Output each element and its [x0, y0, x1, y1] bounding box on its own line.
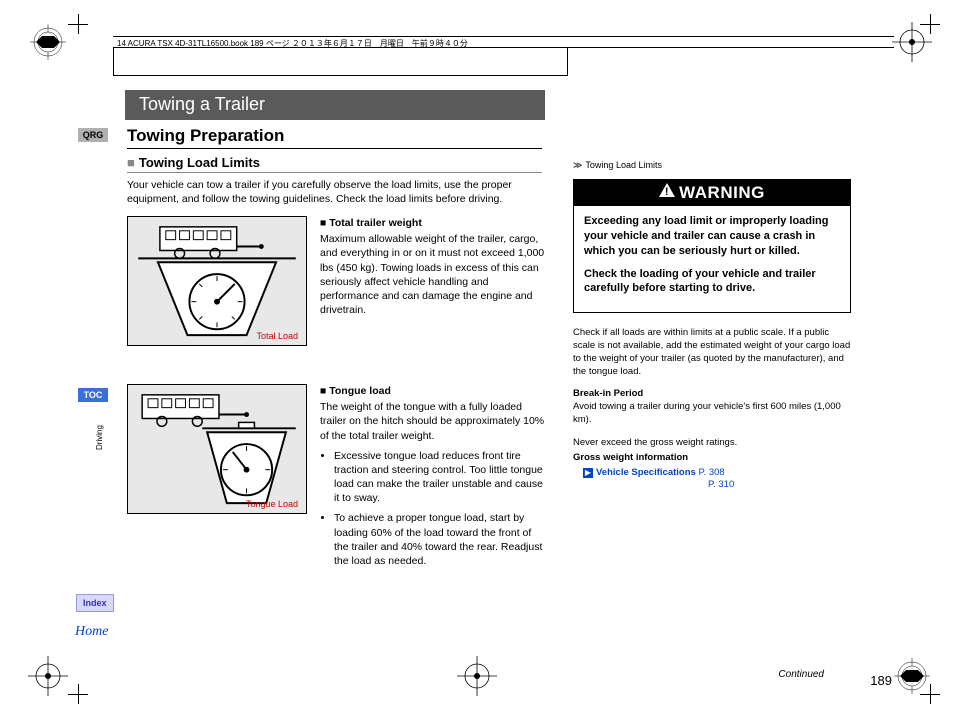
warning-box: ! WARNING Exceeding any load limit or im…: [573, 179, 851, 313]
header-box: [113, 48, 568, 76]
toc-button[interactable]: TOC: [78, 388, 108, 402]
note2-heading: Break-in Period: [573, 388, 643, 399]
note2: Break-in Period Avoid towing a trailer du…: [573, 388, 851, 426]
note3-heading: Gross weight information: [573, 452, 851, 465]
diagram1-label: Total Load: [256, 331, 298, 341]
crop-mark-bl: [28, 656, 68, 696]
subsection-rule: [127, 172, 542, 173]
warning-p2: Check the loading of your vehicle and tr…: [584, 267, 840, 297]
block2-heading: ■ Tongue load: [320, 384, 545, 398]
warning-p1: Exceeding any load limit or improperly l…: [584, 214, 840, 259]
vehicle-spec-link[interactable]: Vehicle Specifications: [596, 467, 696, 478]
link-p308[interactable]: P. 308: [698, 467, 724, 478]
warning-label: WARNING: [679, 183, 765, 202]
section-rule: [127, 148, 542, 149]
block-total-trailer-weight: ■ Total trailer weight Maximum allowable…: [320, 216, 545, 317]
ref-text: Towing Load Limits: [585, 160, 662, 170]
page-title-bar: Towing a Trailer: [125, 90, 545, 120]
notes-block: Check if all loads are within limits at …: [573, 327, 851, 492]
note1: Check if all loads are within limits at …: [573, 327, 851, 378]
block1-text: Maximum allowable weight of the trailer,…: [320, 232, 545, 317]
svg-text:!: !: [665, 186, 669, 197]
block2-bullet2: To achieve a proper tongue load, start b…: [334, 511, 545, 568]
link-p310[interactable]: P. 310: [708, 479, 734, 490]
note3: Never exceed the gross weight ratings.: [573, 437, 851, 450]
diagram-total-load: Total Load: [127, 216, 307, 346]
diagram-tongue-load: Tongue Load: [127, 384, 307, 514]
corner-cross: [68, 684, 88, 704]
subsection-label: Towing Load Limits: [139, 155, 260, 170]
corner-cross: [920, 14, 940, 34]
corner-cross: [68, 14, 88, 34]
block2-bullet1: Excessive tongue load reduces front tire…: [334, 449, 545, 506]
home-button[interactable]: Home: [75, 624, 108, 640]
index-button[interactable]: Index: [76, 594, 114, 612]
section-title: Towing Preparation: [127, 126, 284, 146]
ref-line: ≫Towing Load Limits: [573, 160, 851, 171]
block1-heading: ■ Total trailer weight: [320, 216, 545, 230]
link-arrow-icon: ▶: [583, 468, 593, 478]
block-tongue-load: ■ Tongue load The weight of the tongue w…: [320, 384, 545, 574]
note2-text: Avoid towing a trailer during your vehic…: [573, 401, 841, 425]
diagram2-label: Tongue Load: [246, 499, 298, 509]
driving-label: Driving: [95, 425, 104, 450]
intro-paragraph: Your vehicle can tow a trailer if you ca…: [127, 178, 542, 206]
block2-text: The weight of the tongue with a fully lo…: [320, 400, 545, 443]
warning-header: ! WARNING: [574, 180, 850, 206]
header-crop-text: 14 ACURA TSX 4D-31TL16500.book 189 ページ ２…: [113, 36, 894, 48]
warning-icon: !: [659, 182, 675, 202]
qrg-button[interactable]: QRG: [78, 128, 108, 142]
crop-mark-bc: [457, 656, 497, 696]
continued-label: Continued: [778, 669, 824, 680]
right-column: ≫Towing Load Limits ! WARNING Exceeding …: [573, 160, 851, 502]
page-number: 189: [870, 673, 892, 688]
crop-mark-tl: [28, 22, 68, 62]
link-row: ▶Vehicle Specifications P. 308 P. 310: [583, 467, 851, 493]
subsection-heading: ■Towing Load Limits: [127, 155, 260, 170]
corner-cross: [920, 684, 940, 704]
